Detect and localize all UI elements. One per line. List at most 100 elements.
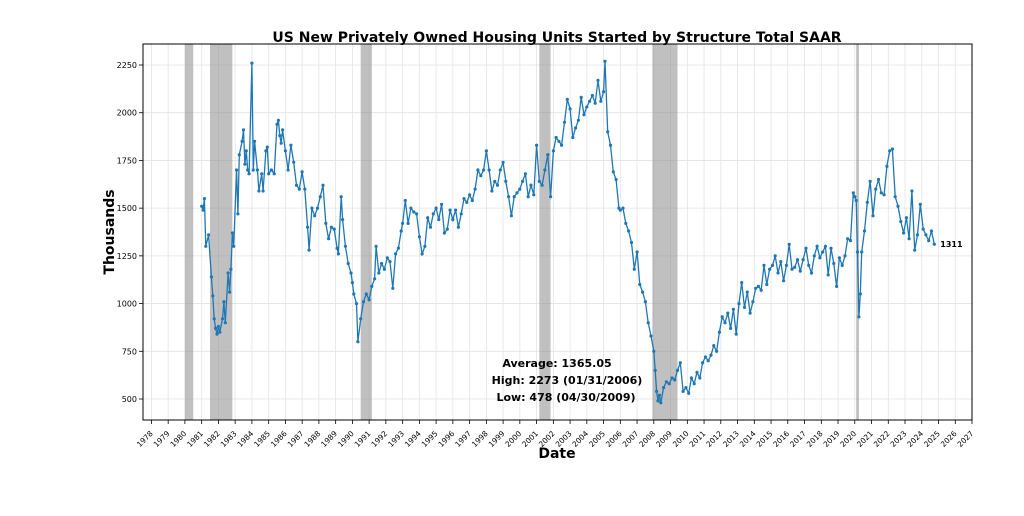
- data-point: [858, 292, 862, 296]
- data-point: [618, 208, 622, 212]
- data-point: [504, 179, 508, 183]
- data-point: [385, 256, 389, 260]
- data-point: [681, 389, 685, 393]
- data-point: [843, 254, 847, 258]
- data-point: [456, 225, 460, 229]
- data-point: [540, 183, 544, 187]
- data-point: [223, 321, 227, 325]
- data-point: [318, 195, 322, 199]
- data-point: [315, 206, 320, 210]
- data-point: [821, 250, 825, 254]
- data-point: [278, 134, 282, 138]
- data-point: [614, 177, 618, 182]
- data-point: [521, 179, 525, 183]
- data-point: [565, 97, 569, 101]
- data-point: [465, 200, 469, 204]
- data-point: [487, 168, 491, 172]
- data-point: [509, 214, 513, 218]
- data-point: [562, 120, 567, 124]
- data-point: [689, 376, 694, 380]
- data-point: [417, 235, 421, 239]
- data-point: [406, 221, 410, 225]
- data-point: [211, 294, 215, 298]
- data-point: [745, 290, 749, 294]
- data-point: [526, 195, 530, 199]
- data-point: [241, 128, 246, 132]
- data-point: [394, 252, 398, 256]
- data-point: [370, 284, 374, 288]
- data-point: [303, 187, 307, 191]
- data-point: [554, 135, 558, 140]
- data-point: [893, 195, 897, 199]
- data-point: [921, 227, 925, 231]
- data-point: [493, 179, 497, 183]
- data-point: [327, 237, 331, 241]
- data-point: [437, 218, 441, 222]
- data-point: [215, 332, 219, 336]
- data-point: [882, 193, 886, 197]
- data-point: [423, 244, 427, 248]
- data-point: [396, 246, 400, 250]
- data-point: [829, 246, 833, 250]
- data-point: [646, 321, 650, 325]
- data-point: [243, 162, 247, 166]
- data-point: [729, 326, 733, 330]
- data-point: [235, 168, 239, 172]
- data-point: [537, 179, 541, 183]
- data-point: [706, 359, 710, 363]
- data-point: [364, 292, 368, 296]
- data-point: [635, 250, 639, 254]
- data-point: [529, 183, 533, 187]
- data-point: [459, 212, 463, 216]
- data-point: [255, 168, 259, 172]
- data-point: [286, 168, 290, 172]
- data-point: [399, 229, 403, 233]
- data-point: [823, 244, 828, 248]
- data-point: [924, 233, 928, 237]
- data-point: [346, 261, 350, 266]
- data-point: [756, 284, 761, 288]
- data-point: [664, 380, 669, 384]
- data-point: [927, 239, 931, 243]
- data-point: [678, 361, 682, 365]
- data-point: [454, 208, 458, 212]
- data-point: [307, 248, 311, 252]
- data-point: [367, 298, 371, 302]
- data-point: [641, 290, 645, 294]
- data-point: [272, 172, 276, 176]
- data-point: [773, 254, 777, 258]
- data-point: [574, 126, 578, 130]
- data-point: [848, 239, 853, 243]
- data-point: [382, 267, 386, 271]
- data-point: [246, 168, 250, 172]
- data-point: [768, 267, 772, 271]
- data-point: [306, 225, 310, 229]
- data-point: [692, 382, 696, 386]
- data-point: [929, 229, 934, 233]
- data-point: [918, 202, 922, 206]
- data-point: [579, 95, 583, 99]
- data-point: [250, 61, 254, 65]
- data-point: [276, 118, 280, 122]
- data-point: [476, 168, 480, 172]
- data-point: [426, 216, 430, 220]
- data-point: [265, 145, 269, 149]
- data-point: [624, 221, 628, 225]
- data-point: [608, 143, 613, 147]
- data-point: [770, 263, 775, 267]
- data-point: [837, 256, 842, 260]
- plot-frame: [142, 43, 973, 421]
- data-point: [359, 317, 363, 321]
- data-point: [253, 139, 257, 143]
- data-point: [860, 250, 864, 254]
- data-point: [807, 263, 811, 267]
- data-point: [742, 305, 747, 309]
- y-tick-label: 2250: [117, 61, 137, 70]
- data-point: [212, 317, 216, 321]
- data-point: [535, 143, 539, 147]
- data-point: [281, 128, 285, 132]
- y-tick-label: 1500: [117, 204, 137, 213]
- y-tick-label: 1250: [117, 252, 137, 261]
- recession-bands: [184, 44, 859, 420]
- data-point: [603, 59, 607, 63]
